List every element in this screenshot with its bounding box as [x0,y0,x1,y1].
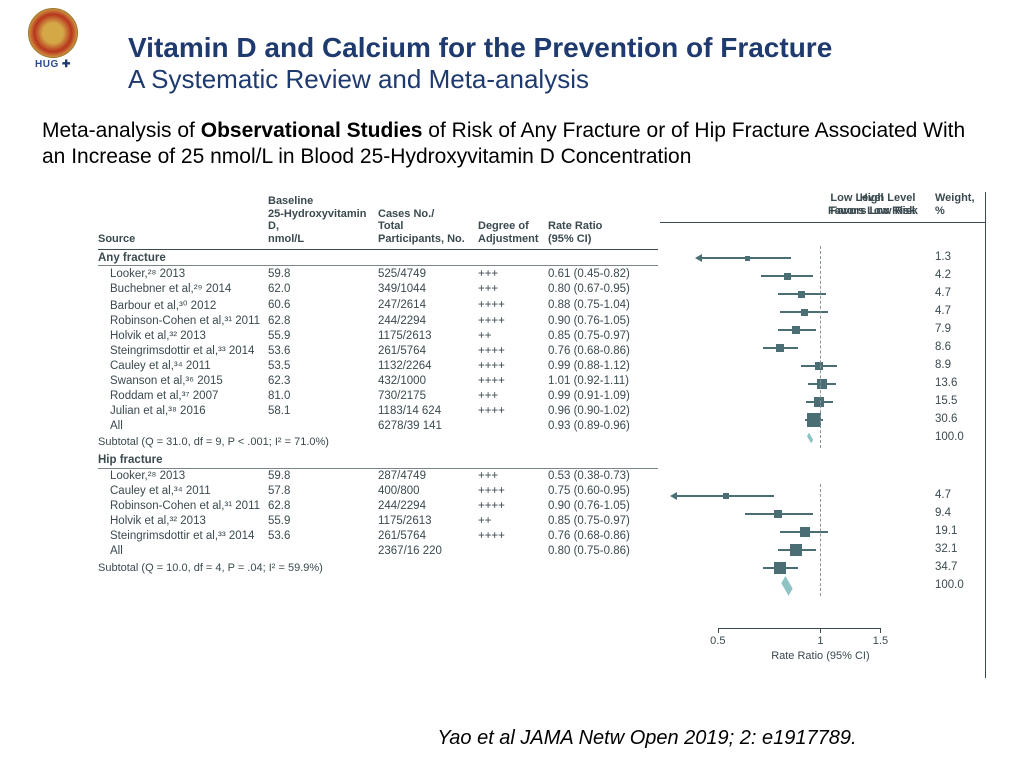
table-row: Robinson-Cohen et al,³¹ 201162.8244/2294… [98,499,658,514]
refline [820,246,821,448]
weight-value: 100.0 [935,579,964,591]
point-marker [801,309,808,316]
weight-value: 1.3 [935,251,951,263]
weight-value: 100.0 [935,431,964,443]
weight-value: 30.6 [935,413,957,425]
subtotal: Subtotal (Q = 10.0, df = 4, P = .04; I² … [98,559,658,578]
weight-value: 9.4 [935,507,951,519]
column-header: Rate Ratio(95% CI) [548,192,658,249]
point-marker [774,510,782,518]
table-row: Holvik et al,³² 201355.91175/2613++0.85 … [98,514,658,529]
title-main: Vitamin D and Calcium for the Prevention… [128,32,984,64]
table-row: Holvik et al,³² 201355.91175/2613++0.85 … [98,328,658,343]
column-header: Cases No./TotalParticipants, No. [378,192,478,249]
title-sub: A Systematic Review and Meta-analysis [128,64,984,95]
description: Meta-analysis of Observational Studies o… [42,118,994,171]
weight-value: 8.9 [935,359,951,371]
column-header: Degree ofAdjustment [478,192,548,249]
table-row: All6278/39 1410.93 (0.89-0.96) [98,418,658,433]
table-row: Looker,²⁸ 201359.8287/4749+++0.53 (0.38-… [98,468,658,484]
forest-plot: High LevelFavors Low RiskLow LevelFavors… [665,192,995,702]
weight-value: 4.7 [935,489,951,501]
point-marker [814,397,824,407]
weight-value: 34.7 [935,561,957,573]
group-header: Hip fracture [98,452,658,468]
table-row: Julian et al,³⁸ 201658.11183/14 624++++0… [98,403,658,418]
table-row: Buchebner et al,²⁹ 201462.0349/1044+++0.… [98,281,658,296]
forest-label-weight: Weight,% [935,192,975,217]
point-marker [784,273,791,280]
table-row: All2367/16 2200.80 (0.75-0.86) [98,544,658,559]
citation: Yao et al JAMA Netw Open 2019; 2: e19177… [0,727,974,750]
point-marker [774,562,786,574]
forest-label-low: Low LevelFavors Low Risk [830,192,917,217]
table-row: Swanson et al,³⁶ 201562.3432/1000++++1.0… [98,373,658,388]
weight-value: 19.1 [935,525,957,537]
refline [820,484,821,596]
table-row: Steingrimsdottir et al,³³ 201453.6261/57… [98,529,658,544]
ci-arrow [670,492,677,500]
weight-value: 32.1 [935,543,957,555]
weight-value: 15.5 [935,395,957,407]
point-marker [723,493,729,499]
point-marker [815,362,823,370]
ci-arrow [695,254,702,262]
summary-diamond [782,576,793,596]
subtotal: Subtotal (Q = 31.0, df = 9, P < .001; I²… [98,433,658,452]
axis-tick: 1 [817,635,823,647]
axis-tick: 0.5 [710,635,725,647]
column-header: Baseline25-Hydroxyvitamin D,nmol/L [268,192,378,249]
point-marker [807,413,821,427]
weight-value: 4.7 [935,287,951,299]
point-marker [800,527,810,537]
point-marker [745,256,750,261]
table-row: Cauley et al,³⁴ 201153.51132/2264++++0.9… [98,358,658,373]
table-row: Roddam et al,³⁷ 200781.0730/2175+++0.99 … [98,388,658,403]
weight-value: 13.6 [935,377,957,389]
point-marker [792,326,800,334]
point-marker [798,291,805,298]
column-header: Source [98,192,268,249]
summary-diamond [806,432,812,443]
group-header: Any fracture [98,249,658,266]
institution-logo: HUG ✚ [18,8,88,70]
point-marker [817,379,827,389]
weight-value: 7.9 [935,323,951,335]
axis-tick: 1.5 [873,635,888,647]
point-marker [790,544,802,556]
table-row: Steingrimsdottir et al,³³ 201453.6261/57… [98,343,658,358]
point-marker [776,344,784,352]
slide-title: Vitamin D and Calcium for the Prevention… [128,32,984,95]
x-axis [718,628,881,629]
table-row: Barbour et al,³⁰ 201260.6247/2614++++0.8… [98,296,658,313]
weight-value: 4.2 [935,269,951,281]
table-row: Cauley et al,³⁴ 201157.8400/800++++0.75 … [98,484,658,499]
table-row: Robinson-Cohen et al,³¹ 201162.8244/2294… [98,313,658,328]
weight-value: 4.7 [935,305,951,317]
axis-title: Rate Ratio (95% CI) [771,650,869,662]
weight-value: 8.6 [935,341,951,353]
table-row: Looker,²⁸ 201359.8525/4749+++0.61 (0.45-… [98,266,658,282]
